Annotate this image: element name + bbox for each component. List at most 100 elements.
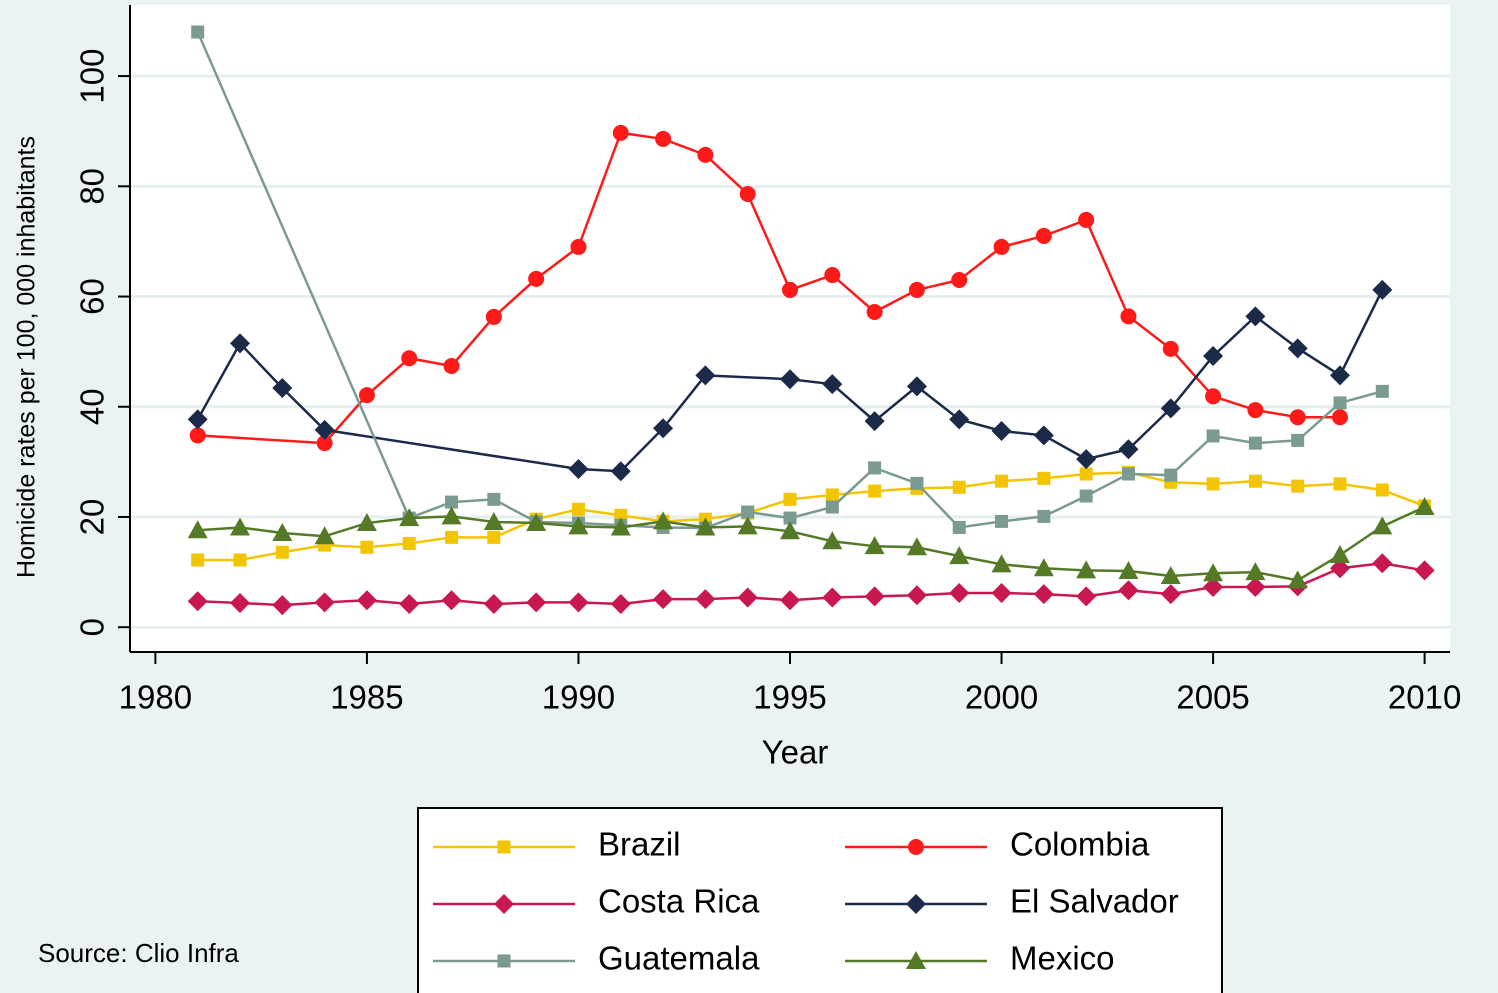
marker	[868, 461, 882, 475]
marker	[1206, 477, 1220, 491]
marker	[1330, 365, 1350, 386]
x-tick-label: 1990	[542, 679, 615, 716]
marker	[1333, 396, 1347, 410]
marker	[445, 495, 459, 509]
marker	[1203, 563, 1224, 582]
marker	[314, 419, 335, 440]
marker	[697, 146, 714, 163]
marker	[906, 376, 927, 397]
legend-label: Mexico	[1010, 940, 1115, 977]
marker	[230, 592, 250, 613]
marker	[951, 272, 968, 289]
marker	[995, 514, 1009, 528]
marker	[783, 511, 797, 525]
marker	[949, 546, 970, 565]
x-tick-label: 1985	[330, 679, 403, 716]
legend-label: Guatemala	[598, 940, 760, 977]
marker	[1291, 433, 1305, 447]
marker	[906, 585, 927, 606]
series-line	[197, 471, 1426, 562]
marker	[695, 589, 716, 610]
marker	[783, 492, 797, 506]
marker	[906, 894, 926, 914]
marker	[780, 369, 800, 390]
marker	[1033, 425, 1054, 446]
marker	[1160, 398, 1181, 419]
marker	[233, 553, 247, 567]
marker	[991, 421, 1012, 442]
marker	[949, 409, 970, 430]
marker	[230, 333, 250, 354]
marker	[526, 513, 547, 532]
y-tick-label: 100	[74, 49, 111, 104]
marker	[1203, 346, 1224, 367]
legend-label: El Salvador	[1010, 883, 1179, 920]
marker	[1375, 384, 1389, 398]
marker	[1035, 227, 1052, 244]
marker	[568, 516, 589, 535]
marker	[991, 583, 1012, 604]
marker	[614, 508, 628, 522]
marker	[824, 267, 841, 284]
marker	[825, 488, 839, 502]
marker	[316, 435, 333, 452]
marker	[1375, 483, 1389, 497]
marker	[1037, 471, 1051, 485]
marker	[653, 418, 674, 439]
marker	[487, 492, 501, 506]
marker	[191, 553, 205, 567]
marker	[822, 374, 843, 395]
marker	[1245, 576, 1266, 597]
marker	[356, 513, 377, 532]
marker	[1414, 560, 1435, 581]
marker	[1076, 586, 1097, 607]
marker	[314, 592, 335, 613]
marker	[272, 378, 293, 399]
legend-label: Costa Rica	[598, 883, 760, 920]
marker	[780, 590, 800, 611]
marker	[497, 954, 511, 968]
marker	[908, 281, 925, 298]
marker	[568, 459, 589, 480]
marker	[1330, 545, 1350, 564]
marker	[695, 365, 716, 386]
y-tick-label: 0	[74, 618, 111, 636]
marker	[570, 238, 587, 255]
marker	[612, 124, 629, 141]
marker	[441, 506, 462, 525]
marker	[995, 474, 1009, 488]
marker	[1164, 468, 1178, 482]
marker	[483, 511, 504, 530]
marker	[497, 840, 511, 854]
marker	[1332, 409, 1348, 426]
marker	[187, 520, 208, 539]
marker	[610, 461, 631, 482]
marker	[737, 516, 758, 535]
marker	[655, 130, 672, 147]
marker	[737, 587, 758, 608]
x-tick-label: 2010	[1388, 679, 1461, 716]
marker	[780, 521, 800, 540]
series-line	[197, 131, 1340, 445]
marker	[275, 545, 289, 559]
marker	[1121, 467, 1135, 481]
marker	[1160, 584, 1181, 605]
marker	[1118, 580, 1139, 601]
marker	[187, 591, 208, 612]
marker	[1245, 562, 1266, 581]
marker	[1330, 558, 1350, 579]
marker	[1033, 558, 1054, 577]
marker	[1248, 436, 1262, 450]
marker	[864, 536, 885, 555]
marker	[1079, 467, 1093, 481]
marker	[1079, 489, 1093, 503]
marker	[1248, 474, 1262, 488]
x-tick-label: 1995	[753, 679, 826, 716]
marker	[1414, 497, 1435, 516]
marker	[610, 517, 631, 536]
marker	[443, 357, 460, 374]
marker	[1372, 516, 1393, 535]
marker	[1033, 584, 1054, 605]
marker	[653, 511, 674, 530]
